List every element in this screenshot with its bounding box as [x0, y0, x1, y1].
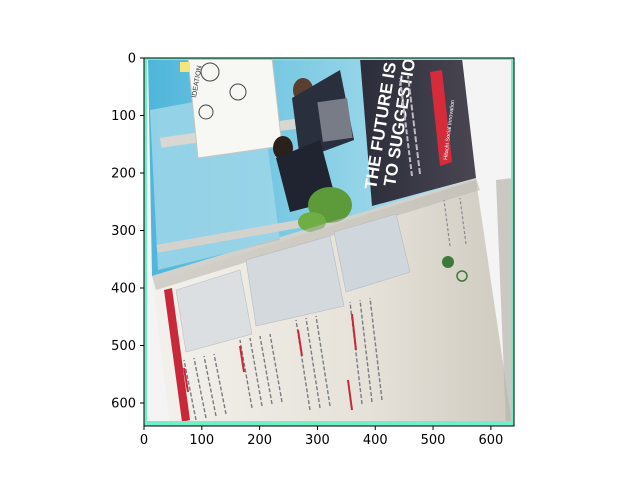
text-line [305, 317, 321, 409]
x-tick-label: 400 [363, 433, 388, 448]
body-text-1 [399, 77, 413, 177]
y-tick-label: 400 [111, 282, 136, 297]
section-box-3 [333, 213, 411, 293]
subhead [347, 379, 353, 411]
y-tick-label: 100 [111, 109, 136, 124]
x-tick-label: 200 [247, 433, 272, 448]
eco-logo [442, 256, 454, 268]
gutter-shadow [152, 178, 480, 290]
frame-edge-right [511, 58, 514, 426]
text-line [259, 335, 273, 405]
y-tick-label: 500 [111, 339, 136, 354]
text-line [249, 337, 263, 407]
text-line [213, 353, 227, 415]
text-line [193, 357, 207, 419]
text-line [269, 333, 283, 403]
y-axis: 0 100 200 300 400 500 600 [111, 52, 144, 412]
whiteboard-sketch-2 [229, 83, 247, 101]
eco-logo-2 [456, 270, 468, 282]
y-tick-label: 300 [111, 224, 136, 239]
axes-image: IDEATION THE FUTURE IS C TO SUGGESTIO Hi… [144, 58, 514, 426]
pillar-2 [156, 218, 306, 253]
y-tick-label: 600 [111, 397, 136, 412]
right-column-text [459, 197, 467, 245]
subhead [297, 329, 303, 357]
y-tick-label: 200 [111, 167, 136, 182]
text-line [359, 299, 373, 403]
text-line [183, 359, 197, 421]
subhead [183, 367, 189, 393]
right-column-text [443, 199, 451, 247]
frame-edge-left [144, 58, 147, 426]
text-line [239, 339, 253, 409]
x-axis: 0 100 200 300 400 500 600 [140, 426, 503, 448]
frame-edge-bottom [144, 421, 514, 426]
red-banner [430, 70, 452, 166]
page-edge-shadow [496, 178, 514, 426]
frame-edge-top [144, 58, 514, 60]
x-tick-label: 500 [421, 433, 446, 448]
whiteboard-sketch-1 [200, 62, 220, 82]
axes-frame [143, 57, 515, 427]
y-tick-label: 0 [128, 52, 136, 67]
section-box-2 [245, 235, 345, 327]
section-box-1 [175, 269, 253, 353]
x-tick-label: 0 [140, 433, 148, 448]
text-line [203, 355, 217, 417]
laptop [317, 98, 353, 142]
subhead [239, 345, 245, 373]
red-subheads [183, 313, 357, 411]
x-tick-label: 100 [189, 433, 214, 448]
body-text-2 [407, 75, 421, 175]
sticky-note [180, 62, 190, 72]
subhead [351, 313, 357, 351]
red-spine-stripe [164, 288, 190, 422]
headline-panel [360, 58, 476, 206]
text-line [315, 315, 331, 407]
x-tick-label: 600 [478, 433, 503, 448]
text-line [369, 297, 383, 401]
whiteboard-sketch-3 [198, 104, 214, 120]
x-tick-label: 300 [305, 433, 330, 448]
